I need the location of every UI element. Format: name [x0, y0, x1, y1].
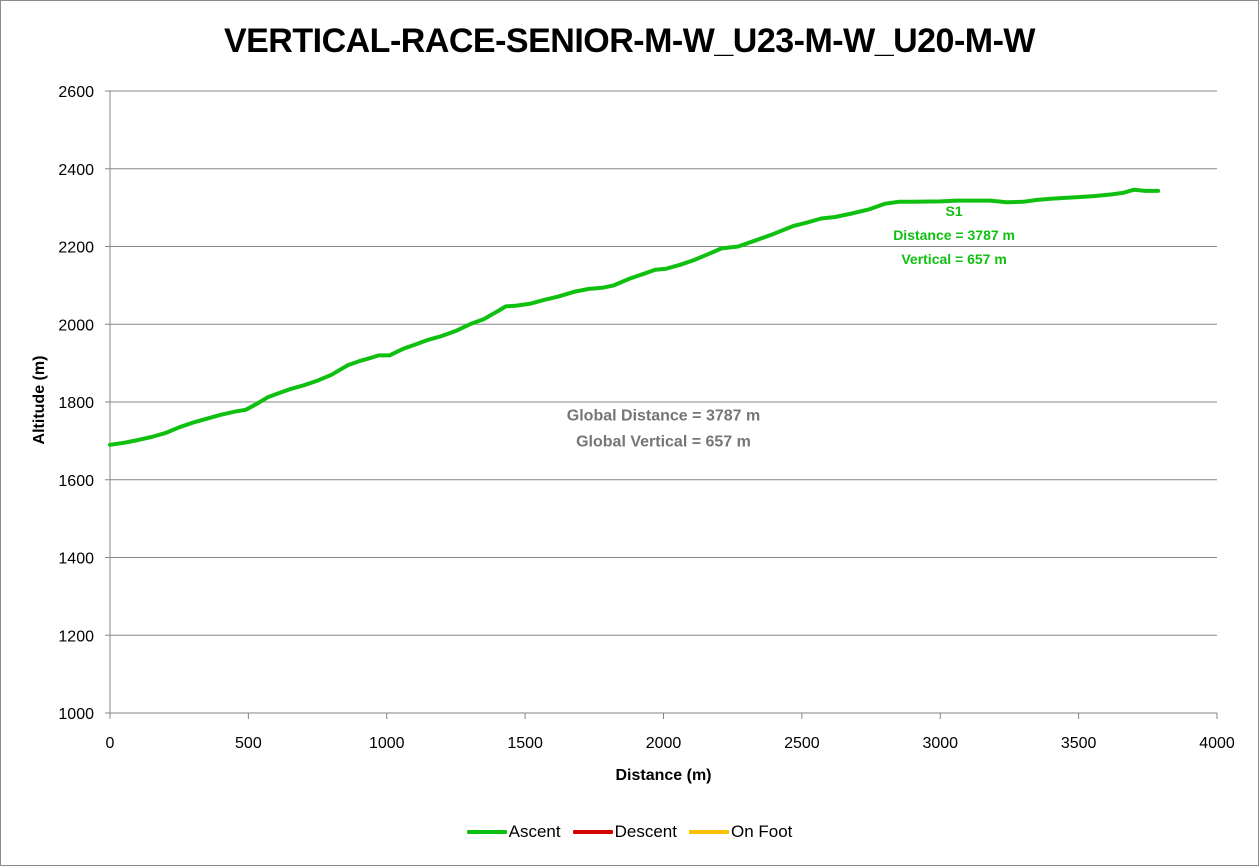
annotation-0-line-1: Distance = 3787 m — [893, 227, 1015, 243]
x-tick-label-1500: 1500 — [507, 735, 543, 752]
x-tick-label-2500: 2500 — [784, 735, 820, 752]
x-tick-label-1000: 1000 — [369, 735, 405, 752]
annotations: S1 Distance = 3787 m Vertical = 657 m Globa… — [567, 203, 1015, 450]
axes — [105, 90, 1218, 719]
y-tick-label-2600: 2600 — [58, 84, 94, 101]
y-tick-label-1800: 1800 — [58, 395, 94, 412]
y-axis-title: Altitude (m) — [31, 356, 48, 445]
y-tick-label-1600: 1600 — [58, 473, 94, 490]
x-axis-title: Distance (m) — [615, 767, 711, 784]
legend-swatch-descent — [572, 830, 613, 834]
x-tick-label-0: 0 — [106, 735, 115, 752]
x-tick-label-2000: 2000 — [646, 735, 682, 752]
legend: Ascent Descent On Foot — [0, 822, 1259, 842]
x-tick-label-500: 500 — [235, 735, 262, 752]
y-tick-label-2400: 2400 — [58, 162, 94, 179]
y-tick-label-1200: 1200 — [58, 628, 94, 645]
x-tick-label-3500: 3500 — [1061, 735, 1097, 752]
legend-item-ascent: Ascent — [466, 822, 561, 842]
annotation-1-line-1: Global Vertical = 657 m — [576, 434, 751, 451]
y-tick-labels: 1000 1200 1400 1600 1800 2000 2200 2400 2600 — [58, 84, 94, 723]
series-line-ascent — [108, 187, 1161, 447]
annotation-0-line-0: S1 — [946, 203, 963, 219]
series-lines — [108, 187, 1161, 447]
legend-swatch-on-foot — [688, 830, 729, 834]
y-tick-label-2000: 2000 — [58, 317, 94, 334]
legend-label-ascent: Ascent — [508, 822, 561, 841]
legend-label-descent: Descent — [614, 822, 677, 841]
annotation-0-line-2: Vertical = 657 m — [901, 251, 1006, 267]
legend-item-on-foot: On Foot — [688, 822, 793, 842]
chart-title: VERTICAL-RACE-SENIOR-M-W_U23-M-W_U20-M-W — [223, 22, 1036, 60]
annotation-1-line-0: Global Distance = 3787 m — [567, 408, 760, 425]
x-tick-labels: 0 500 1000 1500 2000 2500 3000 3500 4000 — [106, 735, 1235, 752]
y-tick-label-1000: 1000 — [58, 706, 94, 723]
legend-swatch-ascent — [466, 830, 507, 834]
y-tick-label-2200: 2200 — [58, 240, 94, 257]
legend-label-on-foot: On Foot — [730, 822, 793, 841]
x-tick-label-3000: 3000 — [922, 735, 958, 752]
y-tick-label-1400: 1400 — [58, 551, 94, 568]
grid-lines — [110, 90, 1217, 636]
x-tick-label-4000: 4000 — [1199, 735, 1235, 752]
legend-item-descent: Descent — [572, 822, 677, 842]
